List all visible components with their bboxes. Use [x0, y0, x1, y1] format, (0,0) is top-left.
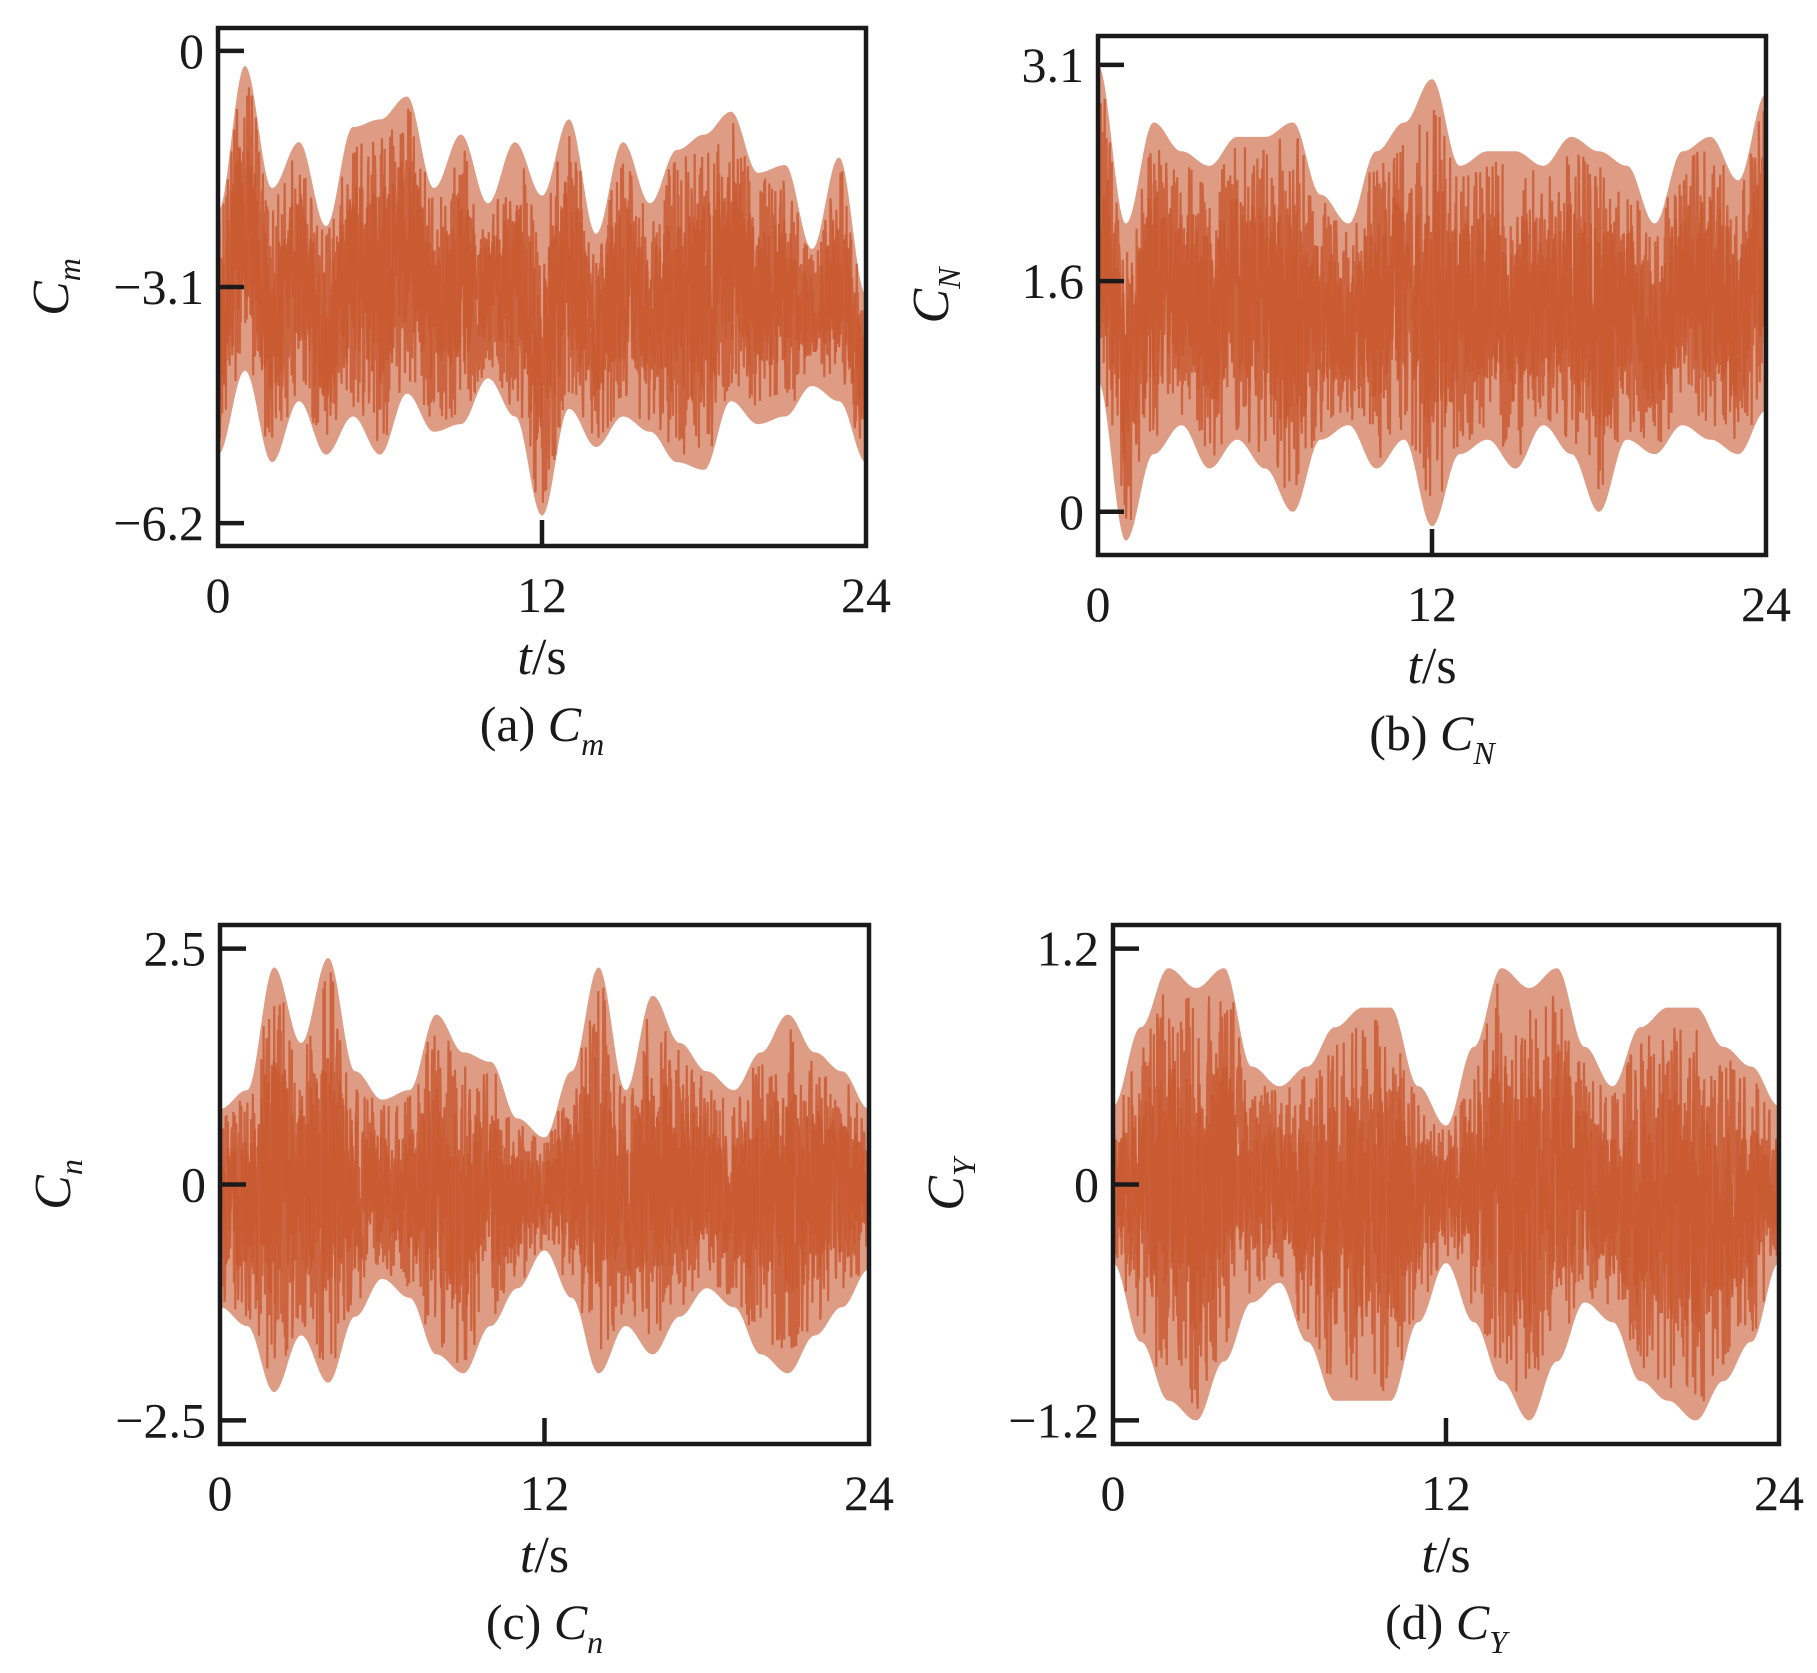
x-tick-label-c: 12 [520, 1465, 570, 1521]
series-d [1113, 968, 1779, 1421]
panel-caption-d: (d) CY [1385, 1594, 1510, 1660]
y-axis-label-c: Cn [25, 1159, 89, 1210]
panel-b: 3.1 1.6 00 12 24 t/s CN (b) CN [903, 33, 1791, 771]
x-tick-label-d: 24 [1754, 1465, 1804, 1521]
x-tick-label-a: 24 [841, 567, 891, 623]
x-tick-label-b: 12 [1407, 576, 1457, 632]
y-tick-label-c: 2.5 [144, 921, 207, 977]
y-tick-label-c: −2.5 [115, 1392, 206, 1448]
series-c [220, 958, 869, 1393]
series-a [218, 66, 866, 516]
y-tick-label-c: 0 [181, 1157, 206, 1213]
panel-a: 0−3.1−6.20 12 24t/sCm(a) Cm [23, 23, 891, 762]
y-tick-label-a: 0 [179, 23, 204, 79]
x-axis-label-a: t/s [517, 629, 566, 686]
x-tick-label-a: 12 [517, 567, 567, 623]
y-tick-label-d: 1.2 [1037, 921, 1100, 977]
y-axis-label-a: Cm [23, 258, 87, 316]
signal-trace-core-c [220, 1057, 869, 1307]
signal-trace-c [220, 972, 869, 1369]
signal-trace-core-d [1113, 1053, 1779, 1332]
panel-d: 1.20−1.20 12 24t/sCY(d) CY [918, 921, 1804, 1660]
series-b [1098, 64, 1766, 541]
y-tick-label-b: 1.6 [1022, 253, 1085, 309]
x-axis-label-d: t/s [1421, 1527, 1470, 1584]
panel-c: 2.50−2.50 12 24t/sCn(c) Cn [25, 921, 894, 1660]
panel-caption-b: (b) CN [1369, 705, 1496, 771]
x-tick-label-b: 24 [1741, 576, 1791, 632]
y-tick-label-a: −3.1 [113, 259, 204, 315]
x-axis-label-c: t/s [520, 1527, 569, 1584]
signal-trace-core-b [1098, 138, 1766, 462]
x-tick-label-d: 0 [1101, 1465, 1126, 1521]
y-tick-label-d: −1.2 [1008, 1392, 1099, 1448]
x-tick-label-a: 0 [206, 567, 231, 623]
x-tick-label-c: 0 [208, 1465, 233, 1521]
y-axis-label-b: CN [903, 266, 967, 324]
y-tick-label-b: 3.1 [1022, 37, 1085, 93]
x-tick-label-d: 12 [1421, 1465, 1471, 1521]
signal-trace-core-a [218, 147, 866, 440]
y-tick-label-a: −6.2 [113, 495, 204, 551]
panel-caption-c: (c) Cn [486, 1594, 603, 1660]
y-tick-label-d: 0 [1074, 1157, 1099, 1213]
panel-caption-a: (a) Cm [480, 696, 604, 762]
x-axis-label-b: t/s [1407, 638, 1456, 695]
x-tick-label-b: 0 [1086, 576, 1111, 632]
y-tick-label-b: 0 [1059, 484, 1084, 540]
x-tick-label-c: 24 [844, 1465, 894, 1521]
y-axis-label-d: CY [918, 1155, 982, 1211]
